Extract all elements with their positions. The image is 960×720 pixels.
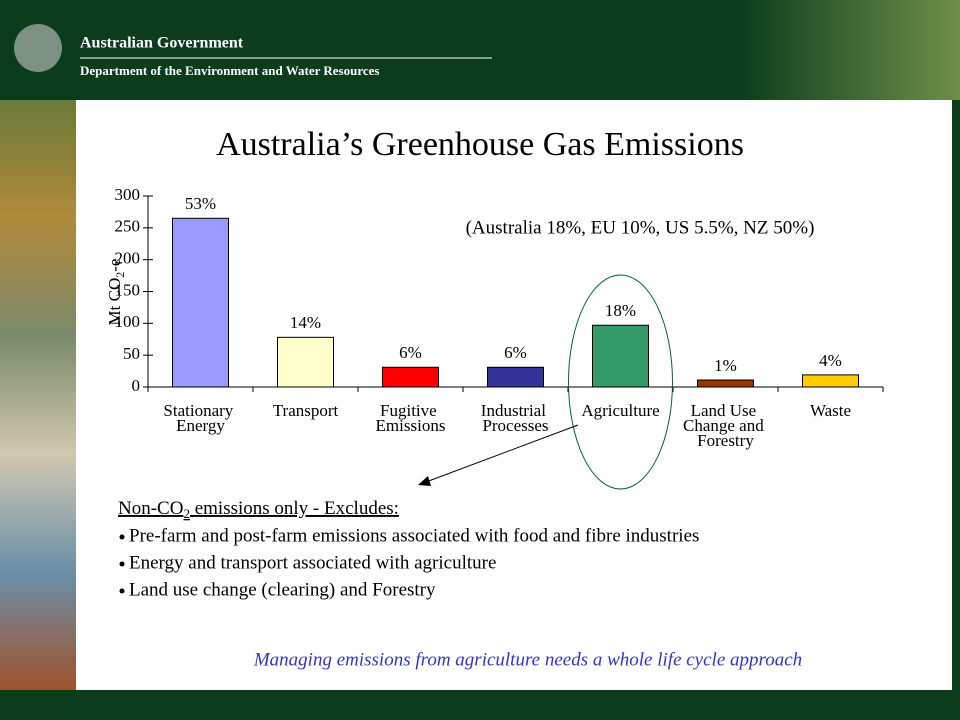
y-axis-label-part: -e [105,259,124,272]
y-axis-label: Mt CO2-e [105,259,127,326]
y-tick-label: 200 [115,249,141,268]
x-tick-label: Land Use Change and Forestry [683,401,768,450]
bullet-text: Energy and transport associated with agr… [129,552,496,573]
bar [172,217,229,388]
chart-title: Australia’s Greenhouse Gas Emissions [216,126,744,163]
bar [802,374,859,388]
share-label: 53% [185,194,216,213]
share-label: 6% [504,343,527,362]
y-tick-label: 250 [115,217,141,236]
bottom-bar [0,690,960,720]
content-area [76,100,952,690]
highlight-ellipse [568,274,673,490]
org-name: Australian Government [80,35,244,52]
bar [277,336,334,388]
crest [14,24,62,72]
y-tick-label: 100 [115,312,141,331]
footer-note: Managing emissions from agriculture need… [253,649,802,670]
share-label: 4% [819,351,842,370]
header-image [740,0,960,100]
share-label: 1% [714,356,737,375]
arrow-head [418,476,431,486]
y-tick-label: 50 [123,344,140,363]
x-tick-label: Stationary Energy [163,401,237,435]
share-label: 6% [399,343,422,362]
bullet-dot [119,534,125,540]
x-tick-label: Industrial Processes [481,401,550,435]
x-tick-label: Transport [273,401,339,420]
note-heading-part: 2 [183,506,190,521]
department-name: Department of the Environment and Water … [80,63,379,78]
y-tick-label: 0 [132,376,141,395]
share-label: 18% [605,301,636,320]
bar [487,366,544,388]
bar [592,324,649,388]
annotation: (Australia 18%, EU 10%, US 5.5%, NZ 50%) [466,217,815,238]
bar [382,366,439,388]
y-tick-label: 150 [115,280,141,299]
y-axis-label-part: Mt CO [105,278,124,326]
bullet-dot [119,588,125,594]
bullet-dot [119,561,125,567]
y-tick-label: 300 [115,185,141,204]
x-tick-label: Agriculture [581,401,659,420]
note-heading-part: emissions only - Excludes: [190,498,399,519]
y-axis-label-part: 2 [113,272,127,278]
arrow-line [425,424,579,483]
x-tick-label: Fugitive Emissions [376,401,446,435]
photo-strip [0,100,76,690]
note-heading: Non-CO2 emissions only - Excludes: [118,498,399,521]
x-tick-label: Waste [810,401,851,420]
bar [697,379,754,388]
bullet-text: Land use change (clearing) and Forestry [129,579,436,600]
bullet-text: Pre-farm and post-farm emissions associa… [129,525,699,546]
share-label: 14% [290,313,321,332]
note-heading-part: Non-CO [118,498,183,519]
